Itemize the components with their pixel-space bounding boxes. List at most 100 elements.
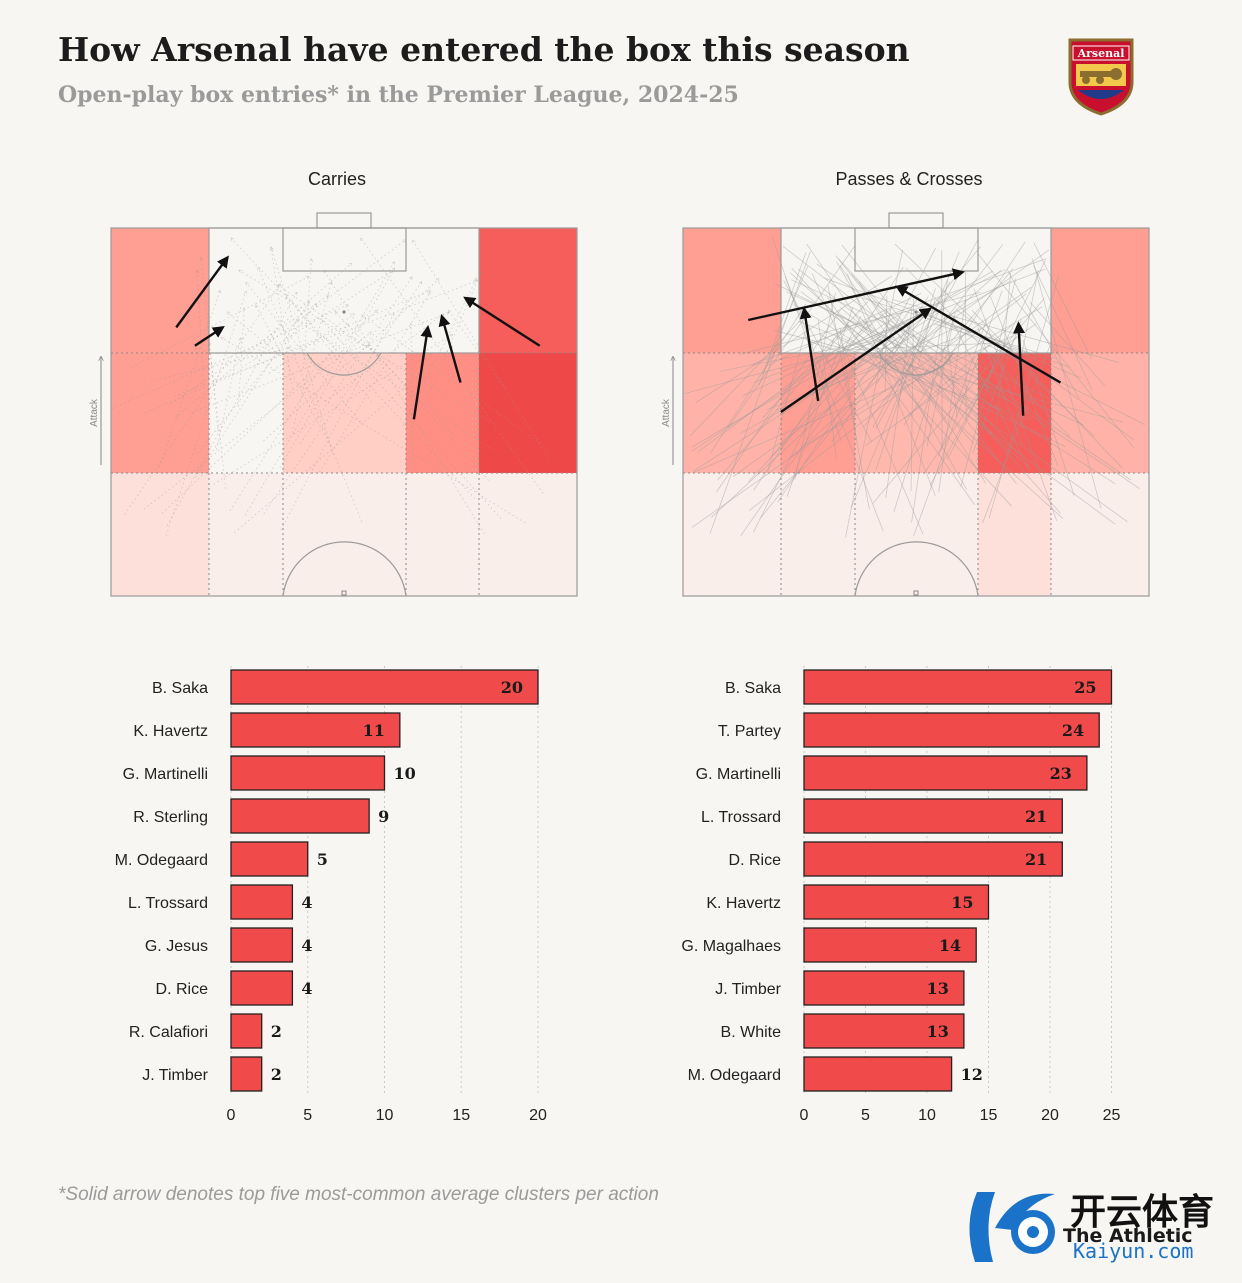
bar bbox=[230, 970, 294, 1006]
entry-path bbox=[938, 300, 966, 493]
pitch-zone bbox=[406, 473, 479, 596]
bar bbox=[230, 1013, 263, 1049]
cluster-arrow bbox=[438, 314, 462, 383]
entry-path bbox=[739, 291, 981, 355]
entry-path bbox=[143, 332, 371, 510]
entry-path bbox=[934, 323, 1031, 355]
entry-path bbox=[191, 313, 449, 413]
entry-path bbox=[965, 271, 967, 421]
entry-path bbox=[816, 263, 1132, 481]
pitch-zone bbox=[781, 353, 855, 473]
entry-path bbox=[960, 278, 1017, 488]
footnote: *Solid arrow denotes top five most-commo… bbox=[58, 1184, 659, 1205]
value-label: 25 bbox=[1074, 678, 1096, 697]
entry-path bbox=[904, 324, 1013, 420]
value-label: 24 bbox=[1062, 721, 1084, 740]
entry-path bbox=[850, 251, 960, 509]
entry-path bbox=[258, 268, 363, 522]
entry-path bbox=[973, 288, 1058, 522]
entry-path bbox=[913, 290, 1003, 537]
entry-path bbox=[716, 309, 842, 493]
x-tick-label: 0 bbox=[227, 1107, 236, 1124]
centre-circle bbox=[854, 541, 979, 597]
bar bbox=[803, 1056, 953, 1092]
category-label: L. Trossard bbox=[128, 895, 208, 912]
entry-path bbox=[742, 312, 924, 397]
entry-path bbox=[862, 320, 974, 444]
entry-path bbox=[710, 303, 807, 454]
entry-path bbox=[879, 313, 1140, 489]
bar bbox=[803, 841, 1063, 877]
x-tick-label: 20 bbox=[1041, 1107, 1059, 1124]
entry-path bbox=[819, 333, 926, 395]
pitch-zone bbox=[479, 473, 577, 596]
pitch-zone bbox=[111, 228, 209, 353]
entry-path bbox=[762, 301, 869, 419]
entry-path bbox=[893, 315, 955, 513]
pitch-zone bbox=[1051, 353, 1149, 473]
x-tick-label: 15 bbox=[980, 1107, 998, 1124]
value-label: 5 bbox=[317, 850, 328, 869]
entry-path bbox=[748, 293, 1027, 511]
carries-panel-title: Carries bbox=[307, 169, 366, 189]
bar bbox=[230, 1056, 263, 1092]
attack-label: Attack bbox=[89, 398, 100, 427]
entry-path bbox=[865, 323, 1037, 447]
entry-path bbox=[947, 259, 1046, 460]
entry-path bbox=[894, 243, 1095, 437]
entry-path bbox=[693, 335, 1014, 473]
entry-path bbox=[362, 315, 542, 445]
cluster-arrow bbox=[194, 326, 225, 347]
entry-path bbox=[845, 313, 929, 378]
category-label: G. Martinelli bbox=[123, 766, 208, 783]
entry-path bbox=[691, 286, 1032, 528]
entry-path bbox=[1014, 269, 1039, 390]
pitch-zone bbox=[1051, 473, 1149, 596]
carries-bar-chart: 0 5 10 15 20 B. Saka 20 K. Havertz 11 G. Martinel… bbox=[115, 666, 547, 1124]
watermark-logo: 开云体育 The Athletic Kaiyun.com bbox=[969, 1192, 1214, 1263]
entry-path bbox=[268, 314, 354, 374]
category-label: K. Havertz bbox=[133, 723, 208, 740]
entry-path bbox=[774, 283, 1012, 403]
entry-path bbox=[692, 270, 993, 448]
category-label: G. Magalhaes bbox=[681, 938, 781, 955]
entry-path bbox=[851, 274, 1061, 514]
entry-path bbox=[689, 314, 806, 437]
entry-path bbox=[691, 311, 904, 452]
entry-path bbox=[839, 328, 857, 440]
pitch-zone bbox=[479, 353, 577, 473]
entry-path bbox=[839, 313, 1128, 523]
entry-path bbox=[835, 336, 1067, 448]
entry-path bbox=[150, 348, 289, 382]
pitch-zone bbox=[683, 228, 781, 353]
value-label: 2 bbox=[271, 1022, 282, 1041]
bar bbox=[803, 1013, 965, 1049]
attack-label: Attack bbox=[661, 398, 672, 427]
entry-paths bbox=[684, 237, 1145, 538]
pitch-zone bbox=[855, 353, 978, 473]
entry-path bbox=[926, 311, 956, 447]
entry-path bbox=[720, 338, 882, 372]
entry-path bbox=[977, 253, 1134, 448]
entry-path bbox=[263, 282, 422, 514]
entry-path bbox=[798, 268, 925, 370]
pitch-zone bbox=[209, 353, 283, 473]
entry-path bbox=[996, 272, 1012, 422]
entry-path bbox=[845, 249, 903, 538]
arsenal-crest-icon: Arsenal bbox=[1068, 38, 1134, 116]
cluster-arrow bbox=[747, 268, 965, 322]
entry-path bbox=[923, 268, 1014, 375]
entry-path bbox=[817, 337, 835, 388]
centre-circle bbox=[282, 541, 407, 597]
entry-path bbox=[717, 324, 849, 481]
goal bbox=[316, 212, 372, 229]
value-label: 20 bbox=[501, 678, 523, 697]
pitch-zone bbox=[479, 228, 577, 353]
crest-label: Arsenal bbox=[1077, 47, 1125, 60]
pitch-zone bbox=[978, 473, 1051, 596]
penalty-arc bbox=[306, 352, 382, 376]
pitch-zone bbox=[283, 228, 406, 353]
value-label: 2 bbox=[271, 1065, 282, 1084]
x-tick-label: 25 bbox=[1103, 1107, 1121, 1124]
pitch-zone bbox=[781, 228, 855, 353]
